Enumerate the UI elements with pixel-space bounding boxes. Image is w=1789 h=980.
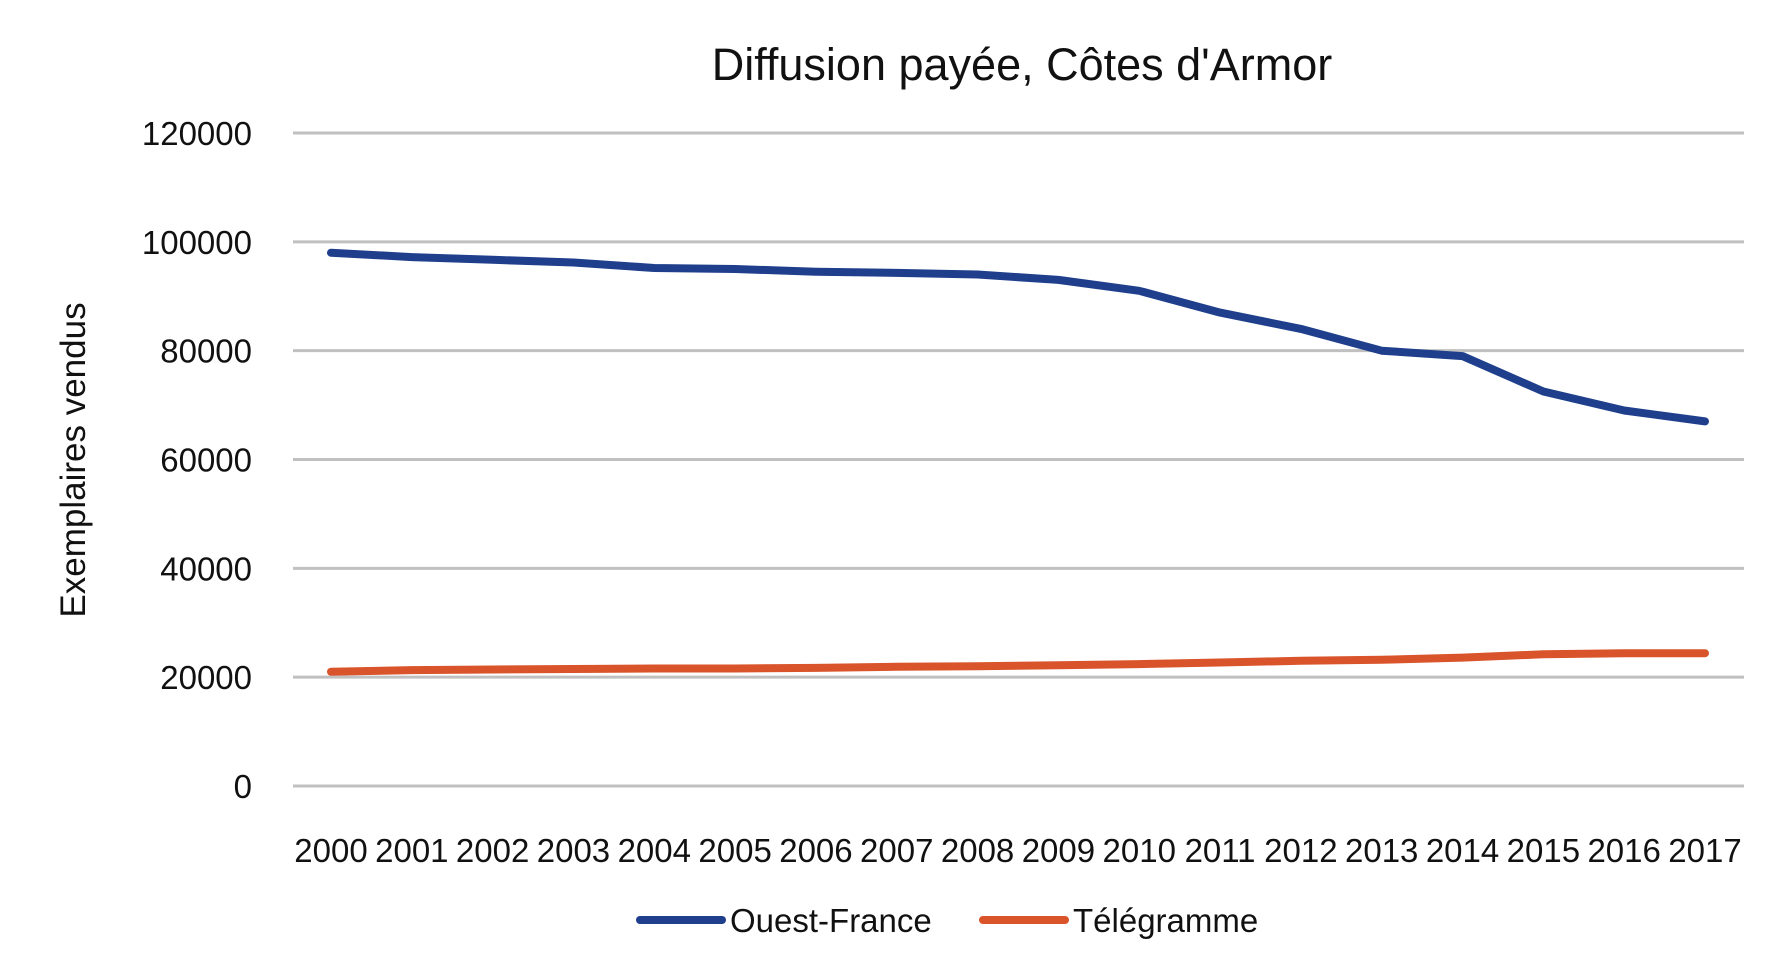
series-line-0 (327, 248, 1709, 426)
x-tick-label: 2013 (1345, 832, 1418, 869)
y-tick-label: 20000 (160, 659, 252, 696)
y-tick-label: 40000 (160, 550, 252, 587)
series-lines (327, 248, 1709, 676)
x-tick-label: 2009 (1022, 832, 1095, 869)
x-tick-label: 2004 (618, 832, 691, 869)
x-tick-label: 2002 (456, 832, 529, 869)
x-tick-label: 2003 (537, 832, 610, 869)
x-tick-label: 2008 (941, 832, 1014, 869)
x-tick-label: 2010 (1103, 832, 1176, 869)
x-tick-label: 2015 (1507, 832, 1580, 869)
x-tick-label: 2007 (860, 832, 933, 869)
y-axis-ticks: 0 20000 40000 60000 80000 100000 120000 (142, 115, 252, 805)
y-tick-label: 60000 (160, 442, 252, 479)
x-tick-label: 2000 (294, 832, 367, 869)
x-tick-label: 2012 (1264, 832, 1337, 869)
x-tick-label: 2011 (1185, 832, 1256, 869)
y-tick-label: 80000 (160, 333, 252, 370)
chart-title: Diffusion payée, Côtes d'Armor (712, 39, 1333, 90)
legend: Ouest-France Télégramme (636, 902, 1258, 939)
x-tick-label: 2005 (698, 832, 771, 869)
x-tick-label: 2016 (1587, 832, 1660, 869)
x-axis-ticks: 2000 2001 2002 2003 2004 2005 2006 2007 2008 2009… (294, 832, 1741, 869)
series-line-1 (327, 649, 1709, 676)
y-tick-label: 100000 (142, 224, 252, 261)
x-tick-label: 2001 (375, 832, 448, 869)
y-tick-label: 120000 (142, 115, 252, 152)
legend-label: Télégramme (1073, 902, 1258, 939)
x-tick-label: 2017 (1668, 832, 1741, 869)
y-tick-label: 0 (234, 768, 252, 805)
legend-label: Ouest-France (730, 902, 932, 939)
gridlines (293, 131, 1744, 788)
y-axis-title: Exemplaires vendus (54, 302, 93, 617)
x-tick-label: 2014 (1426, 832, 1499, 869)
x-tick-label: 2006 (779, 832, 852, 869)
